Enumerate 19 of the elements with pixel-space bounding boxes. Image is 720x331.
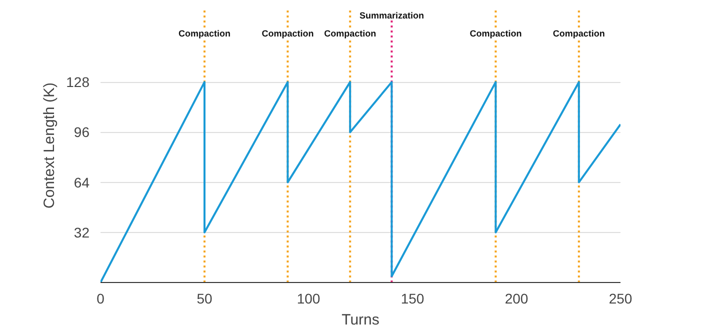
ref-line-label: Summarization (359, 10, 424, 20)
y-axis-title: Context Length (K) (41, 82, 58, 208)
ref-line-label: Compaction (324, 28, 376, 38)
x-tick-label: 100 (296, 290, 320, 306)
x-tick-label: 200 (504, 290, 528, 306)
y-tick-label: 128 (66, 74, 90, 90)
x-axis-title: Turns (342, 312, 380, 328)
ref-line-label: Compaction (178, 28, 231, 38)
ref-line-label: Compaction (552, 28, 605, 38)
x-tick-label: 250 (608, 290, 632, 306)
y-tick-label: 64 (74, 174, 90, 190)
x-tick-label: 0 (96, 290, 105, 306)
x-tick-label: 50 (196, 290, 212, 306)
ref-line-label: Compaction (262, 28, 314, 38)
y-tick-label: 32 (74, 224, 90, 240)
x-tick-label: 150 (400, 290, 424, 306)
line-series (100, 81, 620, 282)
y-tick-label: 96 (74, 124, 90, 140)
ref-line-label: Compaction (470, 28, 522, 38)
